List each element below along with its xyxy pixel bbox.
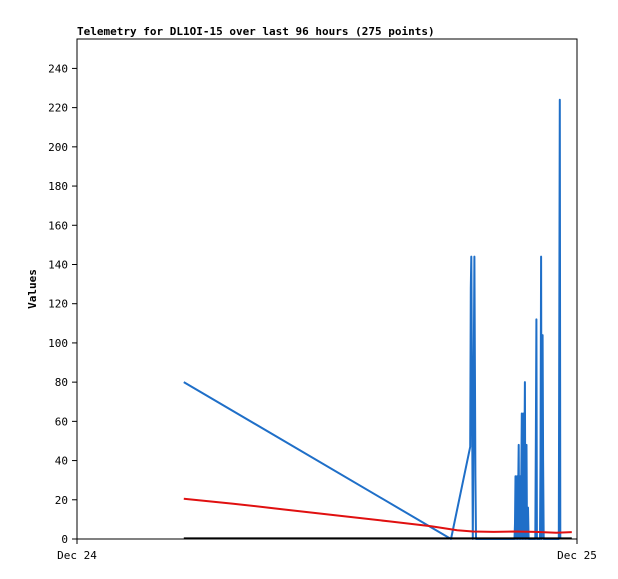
y-axis: 0 20 40 60 80 100 120 140 160 180 200 220 240 <box>48 62 77 546</box>
y-tick-label: 20 <box>55 494 68 507</box>
chart-title: Telemetry for DL1OI-15 over last 96 hour… <box>77 25 435 38</box>
y-tick-label: 220 <box>48 102 68 115</box>
y-tick-label: 0 <box>61 533 68 546</box>
x-tick-label: Dec 24 <box>57 549 97 562</box>
y-tick-label: 40 <box>55 455 68 468</box>
series-layer <box>183 98 572 540</box>
y-axis-label: Values <box>26 269 39 309</box>
y-tick-label: 200 <box>48 141 68 154</box>
y-tick-label: 160 <box>48 219 68 232</box>
plot-area-frame <box>76 38 578 540</box>
y-tick-label: 120 <box>48 298 68 311</box>
y-tick-label: 180 <box>48 180 68 193</box>
y-tick-label: 140 <box>48 258 68 271</box>
x-tick-label: Dec 25 <box>557 549 597 562</box>
y-tick-label: 80 <box>55 376 68 389</box>
y-tick-label: 60 <box>55 415 68 428</box>
x-axis: Dec 24 Dec 25 <box>57 539 597 562</box>
y-tick-label: 100 <box>48 337 68 350</box>
series-line-2 <box>183 497 572 534</box>
series-line-1 <box>183 98 562 540</box>
y-tick-label: 240 <box>48 62 68 75</box>
